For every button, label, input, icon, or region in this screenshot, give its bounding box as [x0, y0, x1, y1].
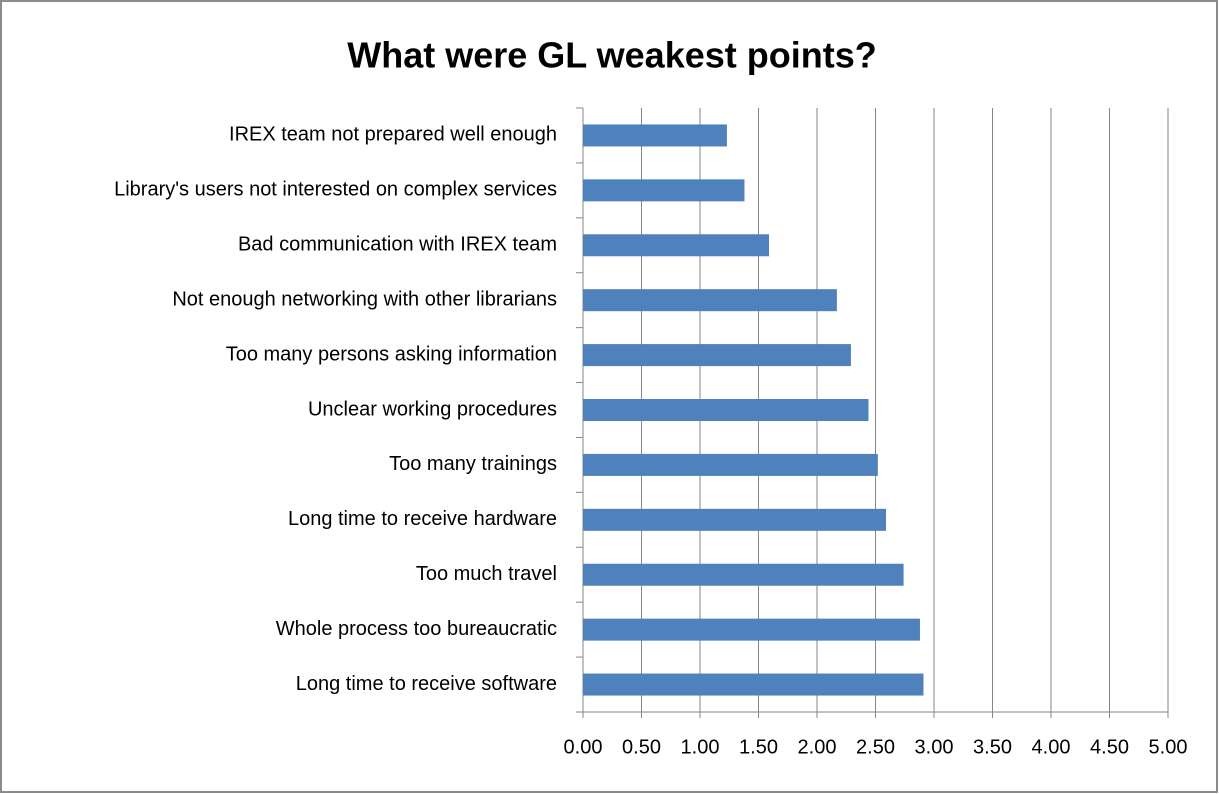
bar: [583, 289, 837, 312]
y-tick-label: Long time to receive hardware: [288, 508, 557, 530]
bar: [583, 673, 924, 696]
bar: [583, 399, 869, 421]
bar: [583, 453, 878, 476]
y-tick-label: Too many persons asking information: [226, 343, 557, 365]
y-tick-label: Not enough networking with other librari…: [172, 288, 557, 310]
y-tick-label: Too much travel: [416, 563, 557, 585]
y-tick-label: Whole process too bureaucratic: [276, 618, 557, 640]
x-tick-label: 4.00: [1032, 736, 1071, 758]
bar: [583, 179, 745, 202]
y-tick-label: Long time to receive software: [296, 673, 557, 695]
x-tick-label: 3.50: [973, 736, 1012, 758]
y-tick-label: Too many trainings: [389, 453, 557, 475]
bar: [583, 563, 904, 586]
y-tick-label: Bad communication with IREX team: [238, 234, 557, 256]
bar: [583, 508, 887, 531]
y-tick-label: IREX team not prepared well enough: [229, 124, 557, 146]
bar: [583, 618, 920, 641]
x-tick-label: 0.50: [622, 736, 661, 758]
bar: [583, 234, 770, 257]
chart-title: What were GL weakest points?: [347, 35, 876, 76]
bar: [583, 124, 727, 147]
x-tick-label: 4.50: [1090, 736, 1129, 758]
bar: [583, 344, 851, 367]
y-tick-label: Unclear working procedures: [308, 398, 557, 420]
y-tick-label: Library's users not interested on comple…: [114, 179, 557, 201]
x-tick-label: 5.00: [1149, 736, 1188, 758]
x-tick-label: 1.50: [739, 736, 778, 758]
x-tick-label: 3.00: [915, 736, 954, 758]
x-tick-label: 2.50: [856, 736, 895, 758]
x-tick-label: 0.00: [564, 736, 603, 758]
x-tick-label: 2.00: [798, 736, 837, 758]
x-tick-label: 1.00: [681, 736, 720, 758]
